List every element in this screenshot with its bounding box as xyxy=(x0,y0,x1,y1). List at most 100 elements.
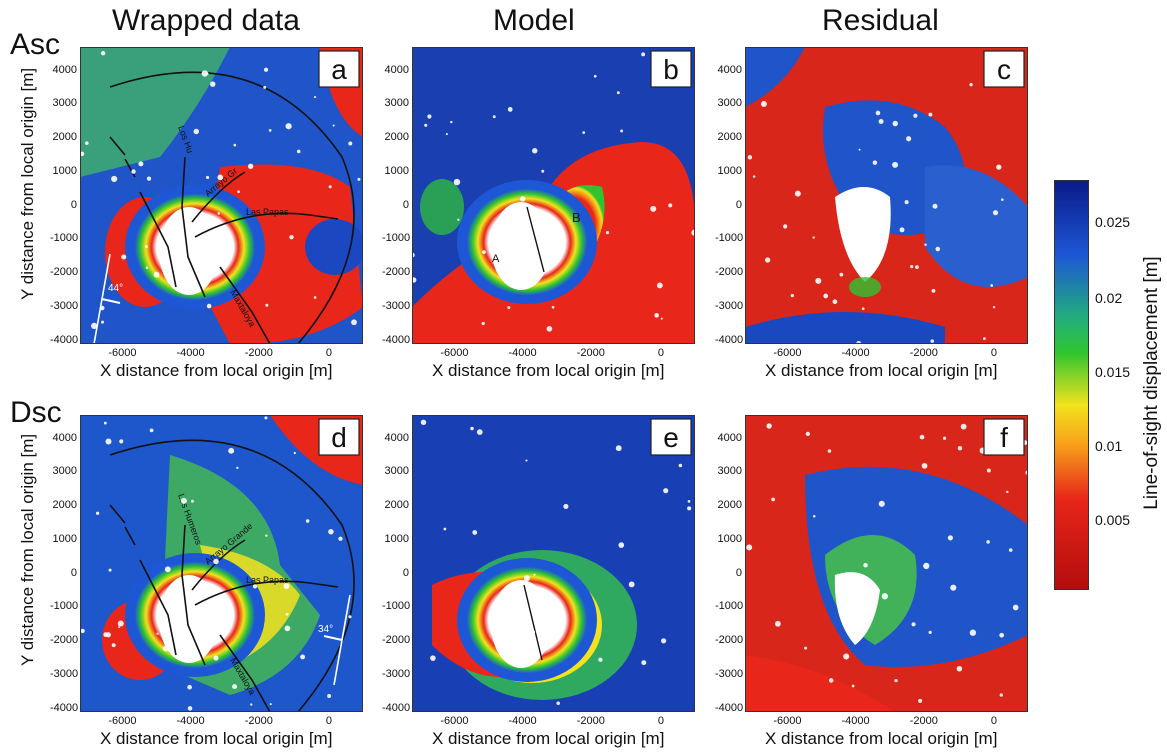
x-tick-label: -4000 xyxy=(841,715,870,727)
data-speck xyxy=(815,277,822,284)
data-speck xyxy=(790,293,795,298)
data-speck xyxy=(145,266,149,269)
data-speck xyxy=(285,612,289,616)
data-speck xyxy=(656,282,663,289)
data-speck xyxy=(805,431,811,437)
data-speck xyxy=(881,593,888,600)
data-speck xyxy=(138,161,144,167)
data-speck xyxy=(598,657,603,662)
data-speck xyxy=(250,703,253,706)
data-speck xyxy=(525,459,528,462)
data-speck xyxy=(746,544,753,551)
data-speck xyxy=(265,534,268,537)
panel-e: e xyxy=(412,415,695,712)
y-tick-label: 2000 xyxy=(384,499,409,512)
data-speck xyxy=(832,299,838,305)
panel-letter-f: f xyxy=(1000,422,1008,453)
data-speck xyxy=(628,581,635,588)
panel-letter-d-box xyxy=(318,418,360,456)
x-tick-label: 0 xyxy=(990,347,998,359)
x-tick-label: 0 xyxy=(325,715,333,727)
marker-b: B xyxy=(572,210,581,225)
x-tick-label: -6000 xyxy=(440,347,469,359)
y-tick-label: 0 xyxy=(70,198,77,211)
data-speck xyxy=(332,124,335,127)
x-axis-label: X distance from local origin [m] xyxy=(432,361,665,380)
data-speck xyxy=(872,160,878,165)
x-tick-label: -2000 xyxy=(909,715,938,727)
data-speck xyxy=(932,203,938,209)
data-speck xyxy=(180,497,187,504)
data-speck xyxy=(556,701,560,705)
data-speck xyxy=(947,535,953,541)
y-tick-label: 2000 xyxy=(717,131,742,144)
data-speck xyxy=(551,305,555,309)
y-tick-label: -4000 xyxy=(715,701,744,714)
data-speck xyxy=(593,74,597,78)
y-tick-label: 4000 xyxy=(717,431,742,444)
x-tick-label: 0 xyxy=(657,347,665,359)
data-speck xyxy=(960,423,967,430)
data-speck xyxy=(476,429,483,435)
fault-lines xyxy=(109,71,355,344)
data-speck xyxy=(996,164,1002,170)
data-speck xyxy=(843,599,850,606)
y-tick-label: -3000 xyxy=(50,667,79,680)
data-speck xyxy=(537,598,541,602)
data-speck xyxy=(863,562,868,568)
colorbar-tick: 0.02 xyxy=(1095,290,1123,306)
data-speck xyxy=(443,527,447,531)
data-speck xyxy=(620,129,624,133)
y-tick-label: 1000 xyxy=(384,164,409,177)
data-speck xyxy=(348,141,353,146)
data-speck xyxy=(80,151,85,157)
data-speck xyxy=(752,175,756,178)
data-speck xyxy=(149,428,154,433)
x-axis-label: X distance from local origin [m] xyxy=(765,729,998,748)
data-speck xyxy=(500,616,505,620)
data-speck xyxy=(153,271,160,278)
data-speck xyxy=(661,638,667,644)
data-speck xyxy=(205,175,210,180)
y-tick-label: 3000 xyxy=(717,97,742,110)
data-speck xyxy=(103,632,109,638)
data-speck xyxy=(1001,198,1004,201)
data-speck xyxy=(289,234,294,240)
data-speck xyxy=(999,632,1005,638)
data-speck xyxy=(827,449,832,453)
x-tick-label: 0 xyxy=(990,715,998,727)
y-tick-label: -1000 xyxy=(50,232,79,245)
data-speck xyxy=(472,530,478,535)
y-tick-label: -3000 xyxy=(715,299,744,312)
data-speck xyxy=(1006,490,1009,494)
data-speck xyxy=(910,265,914,269)
x-tick-label: -2000 xyxy=(576,347,605,359)
colorbar-tick: 0.015 xyxy=(1095,364,1131,380)
data-speck xyxy=(217,212,221,215)
data-speck xyxy=(851,684,855,688)
data-speck xyxy=(986,468,991,473)
data-speck xyxy=(563,503,569,510)
data-speck xyxy=(103,421,107,425)
data-speck xyxy=(91,322,98,330)
y-tick-label: -1000 xyxy=(382,600,411,613)
data-speck xyxy=(99,305,105,311)
data-speck xyxy=(357,177,361,181)
y-tick-label: 2000 xyxy=(384,131,409,144)
data-speck xyxy=(193,128,199,135)
fault-label: Las Papas xyxy=(246,207,289,217)
data-speck xyxy=(935,246,941,252)
data-speck xyxy=(641,660,647,666)
y-tick-label: 1000 xyxy=(52,164,77,177)
data-speck xyxy=(217,174,224,181)
data-speck xyxy=(187,706,193,711)
y-tick-label: 2000 xyxy=(52,499,77,512)
data-speck xyxy=(482,250,486,255)
data-speck xyxy=(430,655,436,661)
row-label-asc: Asc xyxy=(10,28,61,61)
data-speck xyxy=(247,163,254,169)
fault-label: Las Papas xyxy=(246,575,289,585)
data-speck xyxy=(986,540,990,544)
data-speck xyxy=(264,416,268,420)
data-speck xyxy=(747,155,753,160)
